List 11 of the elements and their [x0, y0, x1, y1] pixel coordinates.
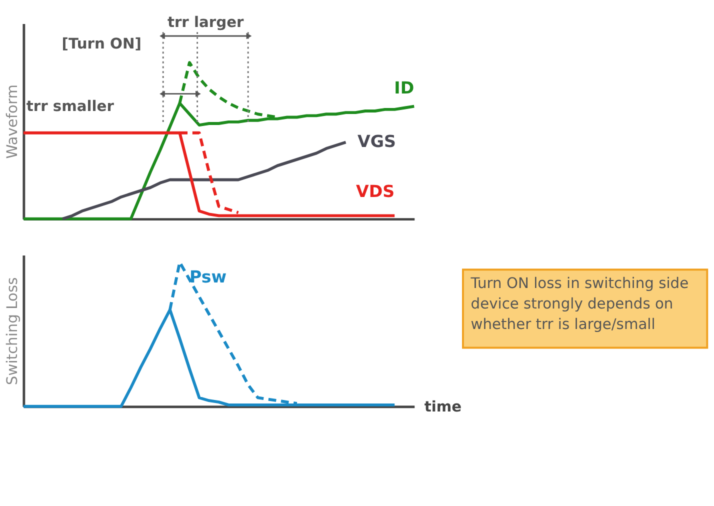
x-axis-title: time	[424, 398, 462, 416]
series-label: ID	[394, 78, 414, 98]
series-label: Psw	[189, 268, 227, 287]
text: Turn ON loss in switching side device strongly depends on whether trr is large/small	[470, 275, 689, 334]
annotation: trr smaller	[26, 98, 115, 116]
text: [Turn ON]	[62, 36, 142, 53]
series-label: VDS	[356, 182, 395, 202]
text: trr larger	[167, 14, 245, 31]
y-axis-title: Switching Loss	[4, 277, 22, 386]
series-label: VGS	[357, 132, 396, 152]
y-axis-title: Waveform	[4, 84, 22, 159]
